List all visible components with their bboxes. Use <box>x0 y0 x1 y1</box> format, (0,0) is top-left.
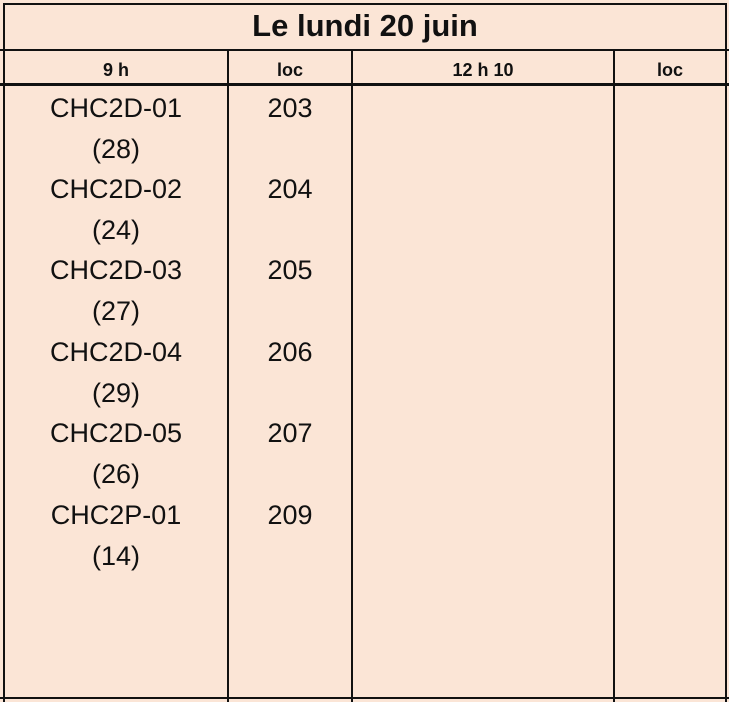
group-code: CHC2D-02 <box>49 173 183 204</box>
group-count: (14) <box>91 540 140 571</box>
col-divider-2 <box>351 50 353 702</box>
room-number: 206 <box>267 336 313 367</box>
group-code: CHC2P-01 <box>50 499 182 530</box>
border-left <box>3 3 5 702</box>
group-count: (26) <box>91 458 140 489</box>
col-divider-3 <box>613 50 615 702</box>
border-right <box>725 3 727 702</box>
title-separator <box>0 49 729 51</box>
col-divider-1 <box>227 50 229 702</box>
room-number: 207 <box>267 417 313 448</box>
group-count: (29) <box>91 377 140 408</box>
group-count: (27) <box>91 295 140 326</box>
group-code: CHC2D-01 <box>49 92 183 123</box>
group-code: CHC2D-03 <box>49 254 183 285</box>
room-number: 204 <box>267 173 313 204</box>
room-number: 205 <box>267 254 313 285</box>
border-top <box>3 3 727 5</box>
group-count: (24) <box>91 214 140 245</box>
room-number: 203 <box>267 92 313 123</box>
header-location-1: loc <box>276 59 303 80</box>
border-bottom <box>0 697 729 699</box>
group-code: CHC2D-05 <box>49 417 183 448</box>
room-number: 209 <box>267 499 313 530</box>
group-count: (28) <box>91 133 140 164</box>
group-code: CHC2D-04 <box>49 336 183 367</box>
page-title: Le lundi 20 juin <box>252 8 478 43</box>
header-time-9h: 9 h <box>102 59 129 80</box>
header-location-2: loc <box>656 59 683 80</box>
header-time-12h10: 12 h 10 <box>452 59 514 80</box>
header-separator <box>0 83 729 86</box>
